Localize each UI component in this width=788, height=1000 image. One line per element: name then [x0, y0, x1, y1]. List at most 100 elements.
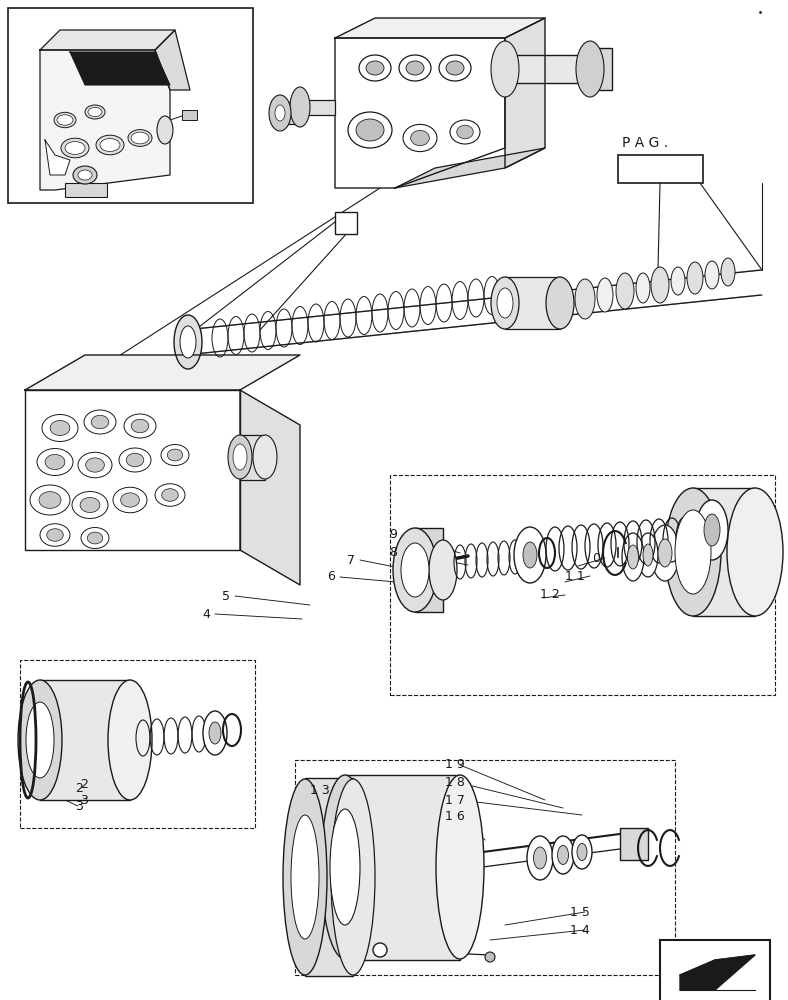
Polygon shape	[40, 30, 175, 50]
Ellipse shape	[696, 500, 728, 560]
Bar	[280, 102, 302, 124]
Ellipse shape	[87, 532, 102, 544]
Ellipse shape	[651, 267, 669, 303]
Ellipse shape	[446, 61, 464, 75]
Ellipse shape	[108, 680, 152, 800]
Text: 7: 7	[347, 554, 355, 566]
Ellipse shape	[557, 846, 568, 864]
Ellipse shape	[37, 448, 73, 476]
Ellipse shape	[393, 528, 437, 612]
Ellipse shape	[203, 711, 227, 755]
Ellipse shape	[721, 258, 735, 286]
Ellipse shape	[638, 533, 658, 577]
Text: 1 3: 1 3	[310, 784, 329, 796]
Ellipse shape	[26, 702, 54, 778]
Bar	[335, 212, 357, 234]
Ellipse shape	[651, 525, 679, 581]
Ellipse shape	[84, 410, 116, 434]
Ellipse shape	[80, 497, 100, 513]
Polygon shape	[335, 18, 545, 38]
Polygon shape	[335, 38, 505, 188]
Ellipse shape	[30, 485, 70, 515]
Ellipse shape	[91, 415, 109, 429]
Text: 2: 2	[75, 782, 83, 794]
Text: 8: 8	[389, 546, 397, 560]
Ellipse shape	[119, 448, 151, 472]
Text: 1 6: 1 6	[445, 810, 465, 824]
Ellipse shape	[429, 540, 457, 600]
Ellipse shape	[616, 273, 634, 309]
Ellipse shape	[96, 135, 124, 155]
Ellipse shape	[126, 453, 143, 467]
Bar	[295, 760, 675, 975]
Ellipse shape	[233, 444, 247, 470]
Ellipse shape	[622, 533, 644, 581]
Bar	[300, 100, 335, 115]
Ellipse shape	[527, 836, 553, 880]
Ellipse shape	[577, 844, 587, 860]
Ellipse shape	[687, 262, 703, 294]
Text: 1 4: 1 4	[570, 924, 589, 936]
Ellipse shape	[546, 277, 574, 329]
Ellipse shape	[671, 267, 685, 295]
Ellipse shape	[321, 775, 369, 959]
Ellipse shape	[78, 170, 92, 180]
Ellipse shape	[46, 529, 63, 541]
Text: 5: 5	[222, 589, 230, 602]
Polygon shape	[45, 140, 70, 175]
Ellipse shape	[269, 95, 291, 131]
Ellipse shape	[727, 488, 783, 616]
Text: 1 2: 1 2	[541, 588, 560, 601]
Bar	[182, 110, 197, 120]
Bar	[40, 680, 130, 800]
Text: 1 9: 1 9	[445, 758, 465, 772]
Bar	[620, 828, 648, 860]
Ellipse shape	[436, 775, 484, 959]
Polygon shape	[395, 148, 545, 188]
Ellipse shape	[113, 487, 147, 513]
Ellipse shape	[366, 61, 384, 75]
Text: 3: 3	[75, 800, 83, 812]
Ellipse shape	[330, 809, 360, 925]
Ellipse shape	[100, 138, 120, 151]
Ellipse shape	[162, 489, 178, 501]
Bar	[415, 528, 443, 612]
Ellipse shape	[675, 510, 711, 594]
Ellipse shape	[50, 420, 70, 436]
Ellipse shape	[209, 722, 221, 744]
Text: 4: 4	[203, 607, 210, 620]
Ellipse shape	[73, 166, 97, 184]
Ellipse shape	[643, 544, 653, 566]
Ellipse shape	[411, 130, 429, 146]
Ellipse shape	[373, 943, 387, 957]
Ellipse shape	[533, 847, 547, 869]
Text: 2: 2	[80, 778, 88, 792]
Ellipse shape	[457, 125, 474, 139]
Polygon shape	[680, 960, 715, 990]
Ellipse shape	[275, 105, 285, 121]
Bar	[305, 778, 353, 976]
Text: 0: 0	[592, 552, 600, 564]
Ellipse shape	[491, 277, 519, 329]
Ellipse shape	[57, 115, 73, 125]
Ellipse shape	[72, 491, 108, 518]
Ellipse shape	[155, 484, 185, 506]
Polygon shape	[240, 390, 300, 585]
Ellipse shape	[157, 116, 173, 144]
Ellipse shape	[523, 542, 537, 568]
Ellipse shape	[348, 112, 392, 148]
Ellipse shape	[636, 273, 650, 303]
Bar	[618, 155, 703, 183]
Polygon shape	[70, 52, 170, 85]
Ellipse shape	[174, 315, 202, 369]
Ellipse shape	[439, 55, 471, 81]
Ellipse shape	[161, 444, 189, 466]
Polygon shape	[505, 18, 545, 168]
Bar	[65, 183, 107, 197]
Text: 6: 6	[327, 570, 335, 584]
Polygon shape	[155, 30, 190, 90]
Ellipse shape	[128, 130, 152, 146]
Ellipse shape	[403, 124, 437, 152]
Bar	[660, 940, 770, 1000]
Text: 1 7: 1 7	[445, 794, 465, 806]
